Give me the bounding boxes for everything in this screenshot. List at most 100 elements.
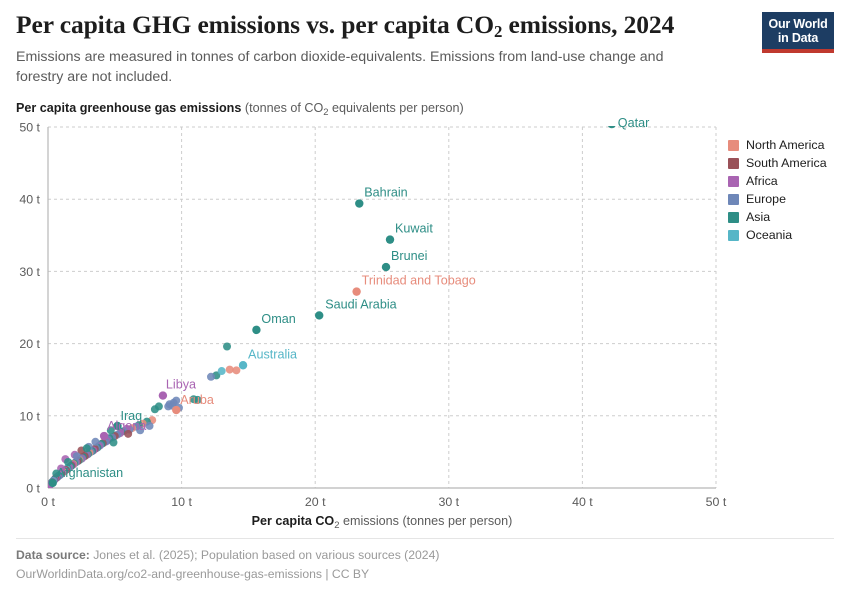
title-subscript: 2 — [493, 22, 503, 41]
data-point[interactable] — [57, 464, 66, 473]
y-axis-title-subscript: 2 — [323, 107, 329, 118]
data-point-oman[interactable] — [252, 325, 261, 335]
data-point-kuwait[interactable] — [385, 235, 395, 244]
data-point-qatar[interactable] — [608, 120, 616, 129]
page-title: Per capita GHG emissions vs. per capita … — [16, 10, 706, 41]
legend-item-label: Europe — [746, 192, 786, 206]
y-axis-title-bold: Per capita greenhouse gas emissions — [16, 101, 242, 115]
owid-logo-line1: Our World — [768, 17, 828, 31]
data-point-trinidad-and-tobago[interactable] — [352, 287, 361, 296]
point-label-australia: Australia — [248, 347, 297, 361]
data-point[interactable] — [109, 438, 118, 447]
data-point[interactable] — [225, 365, 234, 374]
legend-item-label: Africa — [746, 174, 778, 188]
legend: North America South America Africa Europe As… — [728, 136, 827, 244]
point-label-kuwait: Kuwait — [395, 222, 433, 236]
data-point-australia[interactable] — [238, 361, 248, 370]
point-label-afghanistan: Afghanistan — [57, 466, 124, 480]
title-pre: Per capita GHG emissions vs. per capita … — [16, 10, 494, 39]
data-point[interactable] — [232, 366, 241, 375]
data-point-algeria[interactable] — [99, 431, 109, 441]
y-axis-title-post: equivalents per person) — [328, 101, 464, 115]
legend-item-label: South America — [746, 156, 827, 170]
x-axis-title-subscript: 2 — [334, 520, 340, 531]
y-tick-label: 50 t — [19, 121, 40, 135]
data-point-libya[interactable] — [158, 391, 168, 400]
x-axis-title-post: emissions (tonnes per person) — [339, 514, 513, 528]
y-axis-title-pre: (tonnes of CO — [241, 101, 324, 115]
gridlines — [48, 126, 717, 488]
point-label-oman: Oman — [261, 312, 295, 326]
data-point[interactable] — [91, 437, 100, 446]
point-label-bahrain: Bahrain — [364, 186, 407, 200]
x-axis-title-bold: Per capita CO — [251, 514, 335, 528]
legend-item-europe[interactable]: Europe — [728, 190, 827, 208]
data-point-iraq[interactable] — [113, 421, 122, 431]
data-point[interactable] — [136, 426, 145, 435]
point-label-aruba: Aruba — [180, 393, 214, 407]
data-point-saudi-arabia[interactable] — [315, 311, 324, 320]
chart-footer: Data source: Jones et al. (2025); Popula… — [16, 546, 439, 584]
data-point-bahrain[interactable] — [355, 199, 364, 208]
data-point-aruba[interactable] — [172, 405, 181, 415]
point-label-iraq: Iraq — [120, 409, 142, 423]
data-point[interactable] — [72, 452, 81, 461]
legend-swatch-icon — [728, 175, 739, 187]
point-label-libya: Libya — [166, 378, 196, 392]
point-label-brunei: Brunei — [391, 249, 427, 263]
point-labels: Qatar Bahrain Kuwait Brunei Trinidad and Tob… — [57, 116, 650, 480]
point-label-trinidad-and-tobago: Trinidad and Tobago — [362, 274, 476, 288]
legend-item-label: North America — [746, 138, 825, 152]
x-tick-label: 10 t — [171, 495, 192, 509]
legend-item-label: Oceania — [746, 228, 793, 242]
data-source-label: Data source: — [16, 548, 90, 562]
x-axis-title: Per capita CO2 emissions (tonnes per per… — [48, 514, 716, 531]
y-tick-label: 0 t — [26, 482, 40, 496]
x-tick-label: 40 t — [572, 495, 593, 509]
data-point-afghanistan[interactable] — [48, 478, 57, 488]
point-label-qatar: Qatar — [618, 116, 650, 130]
legend-item-africa[interactable]: Africa — [728, 172, 827, 190]
data-point[interactable] — [124, 429, 133, 438]
point-label-algeria: Algeria — [107, 419, 146, 433]
data-point[interactable] — [64, 458, 73, 467]
data-point[interactable] — [193, 395, 202, 404]
scatter-plot[interactable]: 0 t 10 t 20 t 30 t 40 t 50 t 0 t 10 t 20 t 30 t 40… — [0, 0, 850, 510]
owid-logo[interactable]: Our World in Data — [762, 12, 834, 53]
data-points — [48, 120, 616, 488]
legend-item-south-america[interactable]: South America — [728, 154, 827, 172]
legend-item-asia[interactable]: Asia — [728, 208, 827, 226]
title-post: emissions, 2024 — [502, 10, 675, 39]
data-point[interactable] — [206, 372, 215, 381]
data-point[interactable] — [150, 405, 159, 414]
data-point[interactable] — [223, 342, 232, 351]
x-tick-label: 20 t — [305, 495, 326, 509]
legend-item-oceania[interactable]: Oceania — [728, 226, 827, 244]
data-point[interactable] — [145, 421, 154, 430]
data-point[interactable] — [82, 444, 91, 453]
x-axis-ticks: 0 t 10 t 20 t 30 t 40 t 50 t — [41, 495, 727, 509]
legend-swatch-icon — [728, 193, 739, 205]
footer-url[interactable]: OurWorldinData.org/co2-and-greenhouse-ga… — [16, 566, 370, 581]
y-tick-label: 40 t — [19, 193, 40, 207]
data-point[interactable] — [106, 426, 115, 435]
legend-swatch-icon — [728, 157, 739, 169]
data-point-brunei[interactable] — [381, 262, 391, 272]
owid-logo-line2: in Data — [777, 31, 819, 45]
data-point[interactable] — [164, 402, 173, 411]
legend-swatch-icon — [728, 139, 739, 151]
data-point[interactable] — [52, 469, 61, 478]
data-source-text: Jones et al. (2025); Population based on… — [89, 548, 440, 562]
legend-item-label: Asia — [746, 210, 771, 224]
footer-divider — [16, 538, 834, 539]
data-point[interactable] — [217, 367, 226, 376]
y-axis-title: Per capita greenhouse gas emissions (ton… — [16, 101, 464, 118]
legend-item-north-america[interactable]: North America — [728, 136, 827, 154]
y-tick-label: 10 t — [19, 409, 40, 423]
legend-swatch-icon — [728, 229, 739, 241]
x-tick-label: 30 t — [438, 495, 459, 509]
x-tick-label: 50 t — [706, 495, 727, 509]
y-tick-label: 30 t — [19, 265, 40, 279]
y-axis-ticks: 0 t 10 t 20 t 30 t 40 t 50 t — [19, 121, 40, 496]
